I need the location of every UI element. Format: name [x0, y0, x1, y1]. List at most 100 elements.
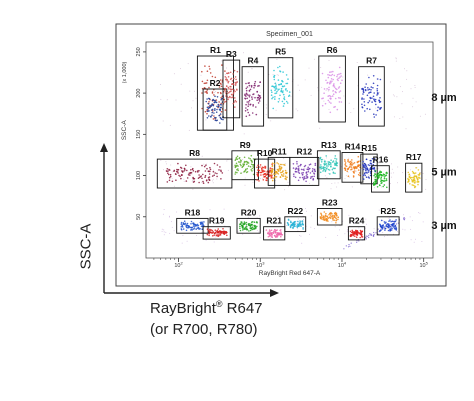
scatter-point: [372, 183, 375, 186]
scatter-point: [220, 231, 223, 234]
scatter-point: [381, 228, 384, 230]
scatter-point: [180, 223, 183, 225]
scatter-point: [256, 179, 258, 181]
scatter-point: [189, 90, 191, 92]
scatter-point: [321, 104, 324, 107]
scatter-point: [215, 111, 218, 113]
scatter-point: [376, 89, 379, 92]
scatter-point: [338, 91, 341, 93]
scatter-point: [333, 83, 335, 85]
scatter-point: [281, 100, 284, 103]
scatter-point: [327, 220, 329, 222]
scatter-point: [374, 183, 376, 186]
scatter-point: [282, 170, 284, 173]
scatter-point: [320, 214, 323, 217]
scatter-point: [289, 226, 292, 229]
scatter-point: [280, 82, 283, 85]
scatter-point: [191, 229, 193, 231]
scatter-point: [373, 113, 375, 115]
scatter-point: [202, 173, 204, 176]
scatter-point: [245, 87, 248, 90]
scatter-point: [179, 175, 181, 178]
scatter-point: [198, 174, 200, 176]
scatter-point: [198, 169, 200, 172]
scatter-point: [348, 176, 350, 178]
scatter-point: [209, 104, 211, 107]
scatter-point: [378, 184, 381, 186]
scatter-point: [373, 100, 376, 102]
scatter-point: [268, 217, 270, 219]
scatter-point: [375, 114, 377, 116]
scatter-point: [304, 168, 306, 170]
scatter-point: [384, 227, 387, 230]
scatter-point: [362, 168, 365, 171]
scatter-point: [307, 166, 310, 169]
scatter-point: [369, 164, 371, 167]
scatter-point: [320, 164, 322, 166]
scatter-point: [208, 178, 210, 181]
scatter-point: [302, 178, 305, 181]
scatter-point: [388, 225, 391, 228]
scatter-point: [219, 113, 222, 115]
scatter-point: [332, 215, 334, 217]
scatter-point: [382, 179, 384, 182]
gate-r21: [263, 226, 286, 241]
scatter-point: [292, 227, 294, 230]
scatter-point: [283, 102, 286, 105]
scatter-point: [393, 226, 396, 228]
scatter-point: [402, 116, 404, 118]
scatter-point: [274, 230, 277, 232]
scatter-point: [336, 74, 339, 76]
scatter-point: [331, 183, 333, 184]
scatter-point: [369, 97, 372, 100]
scatter-point: [384, 179, 386, 182]
scatter-point: [237, 161, 240, 163]
scatter-point: [362, 160, 364, 163]
scatter-point: [286, 90, 289, 92]
scatter-point: [361, 88, 363, 90]
scatter-point: [332, 219, 334, 221]
scatter-point: [163, 209, 165, 210]
scatter-point: [242, 163, 244, 165]
gate-r19: [202, 226, 231, 240]
scatter-point: [269, 167, 272, 169]
scatter-point: [181, 224, 184, 226]
scatter-point: [338, 101, 341, 103]
scatter-point: [213, 115, 215, 117]
outer-x-label-line2: (or R700, R780): [150, 321, 258, 338]
scatter-point: [383, 177, 386, 180]
scatter-point: [227, 76, 230, 78]
scatter-point: [280, 233, 283, 236]
scatter-point: [391, 227, 393, 230]
scatter-point: [300, 235, 302, 237]
scatter-point: [325, 79, 327, 82]
scatter-point: [311, 170, 314, 172]
scatter-point: [276, 168, 279, 171]
scatter-point: [334, 172, 336, 175]
scatter-point: [221, 60, 223, 62]
scatter-point: [231, 80, 234, 82]
scatter-point: [314, 170, 316, 172]
scatter-point: [363, 91, 365, 94]
scatter-point: [186, 222, 189, 225]
scatter-point: [366, 107, 369, 110]
scatter-point: [324, 170, 327, 173]
scatter-point: [382, 185, 385, 188]
scatter-point: [377, 168, 379, 170]
scatter-point: [255, 225, 258, 228]
scatter-point: [324, 215, 327, 217]
gate-label: R22: [288, 206, 304, 216]
scatter-point: [207, 176, 210, 179]
scatter-point: [248, 86, 250, 88]
scatter-point: [333, 212, 336, 215]
scatter-point: [218, 106, 220, 108]
scatter-point: [368, 169, 370, 172]
scatter-point: [208, 101, 210, 103]
scatter-point: [183, 180, 185, 182]
scatter-point: [235, 81, 238, 84]
scatter-point: [262, 179, 265, 181]
scatter-point: [390, 223, 393, 226]
scatter-point: [414, 87, 416, 88]
scatter-point: [175, 99, 177, 101]
